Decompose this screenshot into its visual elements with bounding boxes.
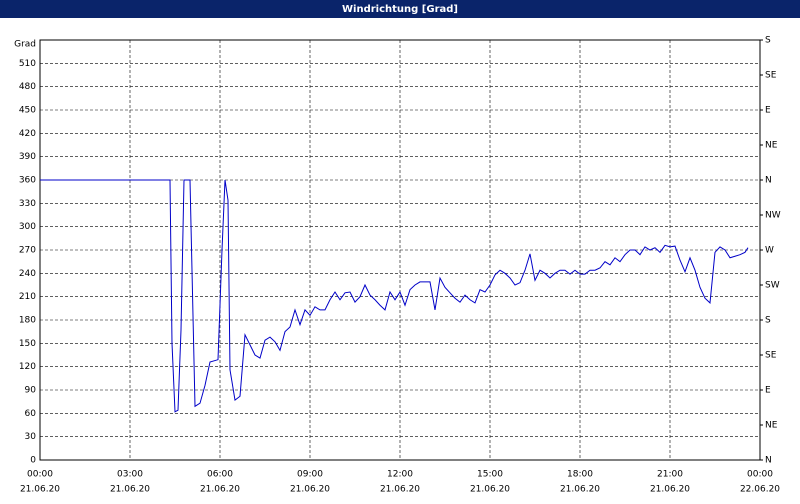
data-line <box>40 179 749 413</box>
title-bar <box>0 0 800 18</box>
y-tick-label: 270 <box>19 246 36 256</box>
y-tick-label: 510 <box>19 59 36 69</box>
plot-frame <box>39 39 761 461</box>
y2-tick-label: N <box>765 456 772 466</box>
y2-tick-label: SE <box>765 351 777 361</box>
x-tick-label: 09:00 <box>297 470 323 480</box>
y-tick-label: 480 <box>19 82 36 92</box>
x-tick-label: 12:00 <box>387 470 413 480</box>
y-tick-label: 150 <box>19 339 36 349</box>
y2-tick-label: S <box>765 316 771 326</box>
y-axis-label: Grad <box>14 40 36 50</box>
y-tick-label: 90 <box>25 386 37 396</box>
y2-tick-label: SW <box>765 281 780 291</box>
x-tick-date: 21.06.20 <box>200 485 240 495</box>
y-tick-label: 210 <box>19 292 36 302</box>
y-tick-label: 30 <box>25 432 37 442</box>
y2-tick-label: S <box>765 36 771 46</box>
y2-tick-label: E <box>765 386 771 396</box>
y2-tick-label: NE <box>765 141 778 151</box>
y-tick-label: 360 <box>19 176 36 186</box>
x-tick-date: 21.06.20 <box>380 485 420 495</box>
y-tick-label: 420 <box>19 129 36 139</box>
chart-title: Windrichtung [Grad] <box>342 4 458 15</box>
y-tick-label: 120 <box>19 362 36 372</box>
y-tick-label: 240 <box>19 269 36 279</box>
x-tick-label: 00:00 <box>747 470 773 480</box>
x-tick-date: 22.06.20 <box>740 485 780 495</box>
y-tick-label: 390 <box>19 152 36 162</box>
x-tick-label: 21:00 <box>657 470 683 480</box>
y2-tick-label: E <box>765 106 771 116</box>
y-tick-label: 330 <box>19 199 36 209</box>
x-tick-date: 21.06.20 <box>650 485 690 495</box>
y-tick-label: 300 <box>19 222 36 232</box>
x-tick-label: 03:00 <box>117 470 143 480</box>
y2-tick-label: NW <box>765 211 781 221</box>
y2-tick-label: W <box>765 246 774 256</box>
x-tick-label: 18:00 <box>567 470 593 480</box>
x-tick-date: 21.06.20 <box>470 485 510 495</box>
x-tick-date: 21.06.20 <box>290 485 330 495</box>
x-tick-label: 15:00 <box>477 470 503 480</box>
y2-tick-label: SE <box>765 71 777 81</box>
y2-tick-label: NE <box>765 421 778 431</box>
y-tick-label: 180 <box>19 316 36 326</box>
y-tick-label: 60 <box>25 409 37 419</box>
y-tick-label: 0 <box>30 456 36 466</box>
y-tick-label: 450 <box>19 106 36 116</box>
x-tick-date: 21.06.20 <box>20 485 60 495</box>
x-tick-date: 21.06.20 <box>110 485 150 495</box>
y2-tick-label: N <box>765 176 772 186</box>
x-tick-label: 00:00 <box>27 470 53 480</box>
x-tick-label: 06:00 <box>207 470 233 480</box>
x-tick-date: 21.06.20 <box>560 485 600 495</box>
